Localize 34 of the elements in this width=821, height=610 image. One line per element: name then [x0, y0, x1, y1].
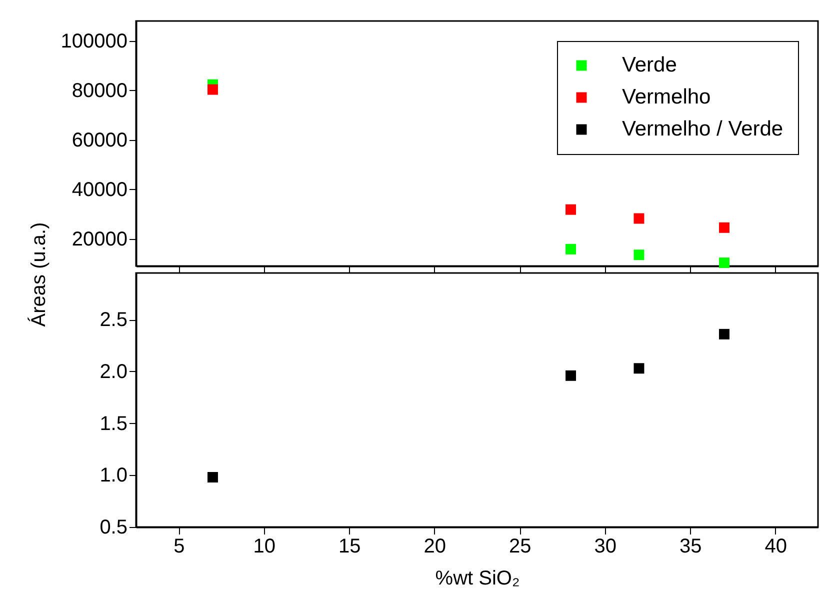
point	[207, 84, 218, 95]
y-axis-title: Áreas (u.a.)	[26, 222, 50, 327]
point	[566, 244, 576, 254]
point	[718, 328, 730, 340]
x-tick-label: 10	[253, 536, 276, 558]
y-tick-label: 60000	[72, 129, 128, 152]
y-tick-label: 40000	[72, 178, 128, 201]
legend-label: Verde	[622, 54, 677, 76]
point	[718, 222, 730, 233]
point	[566, 204, 576, 215]
y-tick-label: 100000	[60, 30, 128, 52]
legend-label: Vermelho / Verde	[622, 118, 784, 140]
y-tick-label: 0.5	[100, 516, 128, 538]
x-tick-label: 40	[764, 536, 787, 558]
legend-label: Vermelho	[622, 86, 711, 108]
y-tick-label: 20000	[72, 228, 128, 250]
x-tick-label: 15	[338, 536, 361, 558]
x-axis-title: %wt SiO₂	[435, 568, 520, 590]
point	[207, 472, 218, 482]
y-tick-label: 1.0	[100, 464, 128, 487]
point	[566, 370, 576, 381]
y-tick-label: 2.0	[100, 360, 128, 383]
x-tick-label: 5	[174, 536, 185, 558]
y-tick-label: 1.5	[100, 412, 128, 435]
x-tick-label: 20	[424, 536, 446, 558]
point	[634, 250, 644, 260]
x-tick-label: 25	[509, 536, 532, 558]
point	[634, 213, 644, 224]
point	[634, 363, 644, 374]
y-tick-label: 2.5	[100, 309, 128, 332]
point	[718, 258, 730, 268]
x-tick-label: 30	[594, 536, 616, 558]
y-tick-label: 80000	[72, 80, 128, 102]
x-tick-label: 35	[680, 536, 702, 558]
